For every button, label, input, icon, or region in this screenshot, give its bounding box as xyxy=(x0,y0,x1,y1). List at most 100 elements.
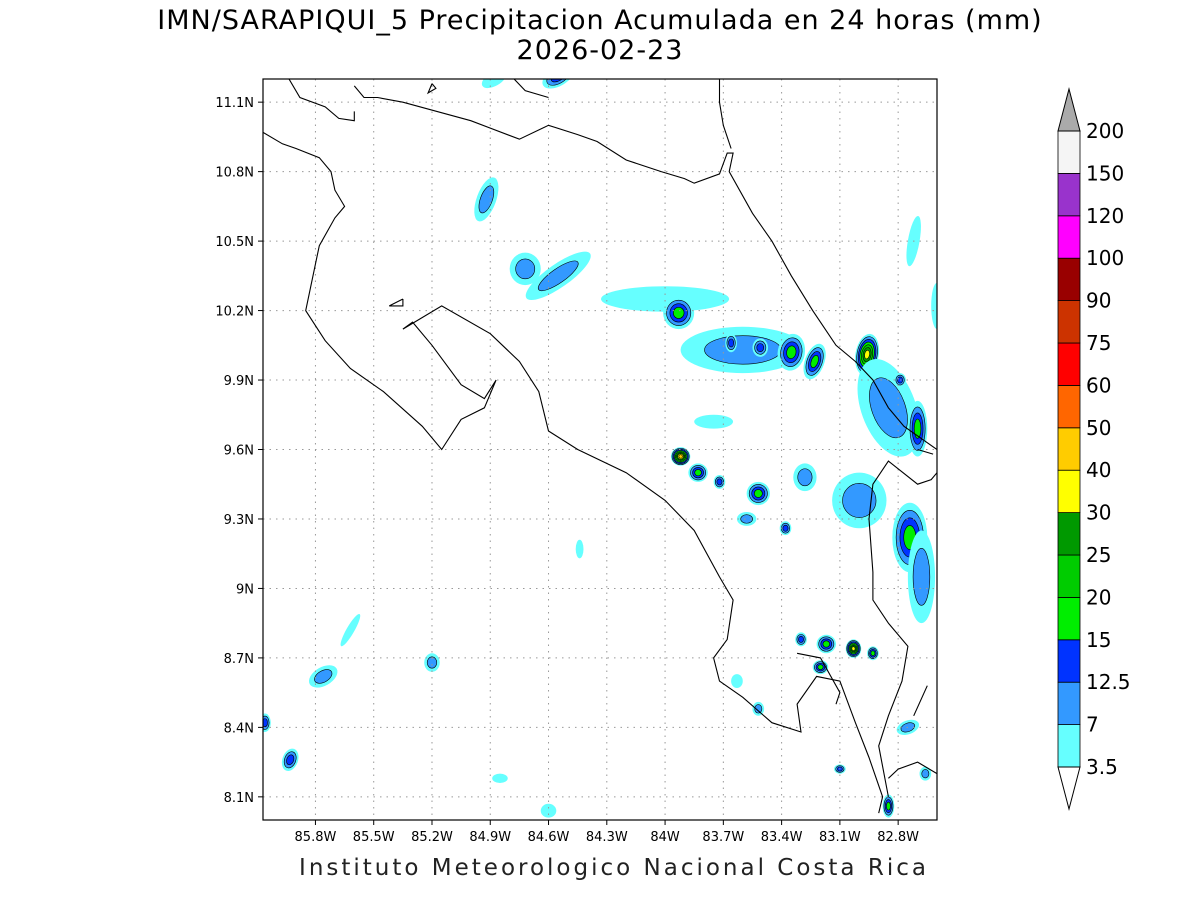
precip-band xyxy=(340,613,361,647)
colorbar-level-label: 25 xyxy=(1086,543,1111,567)
colorbar-level-label: 120 xyxy=(1086,204,1124,228)
coastline xyxy=(389,298,404,307)
precip-cell xyxy=(752,701,765,716)
lat-tick-label: 9.6N xyxy=(224,444,254,459)
precip-band xyxy=(912,548,931,606)
colorbar-bin xyxy=(1057,724,1081,768)
precip-band xyxy=(728,338,734,348)
precip-band xyxy=(540,803,557,818)
colorbar-level-label: 75 xyxy=(1086,331,1111,355)
colorbar-bin xyxy=(1057,342,1081,386)
lat-tick-label: 10.8N xyxy=(215,166,254,181)
precip-band xyxy=(314,669,333,684)
precip-band xyxy=(481,79,507,89)
precip-cell xyxy=(882,794,895,818)
coastline xyxy=(888,761,937,779)
colorbar-bin xyxy=(1057,427,1081,471)
colorbar-level-label: 100 xyxy=(1086,246,1124,270)
precip-band xyxy=(797,468,813,487)
colorbar-bin xyxy=(1057,172,1081,217)
precip-band xyxy=(931,282,937,330)
lat-tick-label: 11.1N xyxy=(215,96,254,111)
precip-band xyxy=(716,478,723,486)
coastline xyxy=(288,79,355,122)
precip-band xyxy=(575,539,584,559)
coastline xyxy=(796,652,841,705)
precip-cell xyxy=(816,634,836,654)
precip-cell xyxy=(492,773,508,783)
lat-tick-label: 8.4N xyxy=(224,721,254,736)
precip-cell xyxy=(688,463,708,482)
precip-cell xyxy=(867,646,879,661)
colorbar-level-label: 3.5 xyxy=(1086,755,1118,779)
precip-band xyxy=(740,514,753,524)
precip-band xyxy=(886,801,891,811)
precip-band xyxy=(600,286,730,312)
precip-band xyxy=(426,656,438,669)
precip-band xyxy=(492,773,508,783)
colorbar-bin xyxy=(1057,512,1081,556)
precip-cell xyxy=(731,674,743,689)
precip-band xyxy=(842,483,877,518)
precip-cell xyxy=(670,447,691,466)
colorbar-bin xyxy=(1057,384,1081,429)
precip-band xyxy=(694,469,702,477)
precip-cell xyxy=(308,665,338,688)
colorbar-min-arrow xyxy=(1057,766,1081,811)
coastline xyxy=(353,85,937,450)
lon-tick-label: 83.4W xyxy=(761,830,803,845)
precip-cell xyxy=(894,373,906,387)
colorbar-bin xyxy=(1057,469,1081,514)
map-date: 2026-02-23 xyxy=(516,35,684,66)
coastline xyxy=(513,79,549,99)
precip-band xyxy=(542,79,575,89)
lon-tick-label: 82.8W xyxy=(877,830,919,845)
precip-cell xyxy=(474,177,499,222)
precip-cell xyxy=(746,481,770,506)
precip-cell xyxy=(540,803,557,818)
precip-cell xyxy=(777,333,806,371)
lat-tick-label: 9.3N xyxy=(224,513,254,528)
colorbar-level-label: 150 xyxy=(1086,161,1124,185)
precip-band xyxy=(263,718,268,728)
precip-cell xyxy=(694,414,734,429)
precip-cell xyxy=(663,296,695,330)
precip-band xyxy=(672,306,685,319)
precip-cell xyxy=(812,660,829,675)
coastline xyxy=(913,685,928,717)
precip-cell xyxy=(779,521,792,536)
lon-tick-label: 85.2W xyxy=(411,830,453,845)
map-title: IMN/SARAPIQUI_5 Precipitacion Acumulada … xyxy=(157,5,1043,36)
colorbar-bin xyxy=(1057,215,1081,259)
precip-band xyxy=(786,345,797,359)
precip-band xyxy=(798,635,804,643)
lat-tick-label: 9N xyxy=(236,582,254,597)
colorbar-bin xyxy=(1057,257,1081,302)
precipitation-layer xyxy=(263,79,937,818)
precip-band xyxy=(921,769,930,779)
precip-band xyxy=(817,664,824,670)
lon-tick-label: 84W xyxy=(650,830,680,845)
coastline-layer xyxy=(263,79,937,814)
colorbar-level-label: 50 xyxy=(1086,416,1111,440)
precip-band xyxy=(851,646,856,651)
precip-cell xyxy=(752,338,769,357)
precip-cell xyxy=(509,252,541,286)
precip-cell xyxy=(907,530,936,624)
colorbar-level-label: 15 xyxy=(1086,628,1111,652)
institution-footer: Instituto Meteorologico Nacional Costa R… xyxy=(299,855,929,881)
precip-cell xyxy=(736,512,757,526)
precip-cell xyxy=(795,632,807,647)
precip-cell xyxy=(793,463,817,492)
precip-cell xyxy=(713,474,726,489)
colorbar-level-label: 90 xyxy=(1086,289,1111,313)
colorbar-level-label: 40 xyxy=(1086,458,1111,482)
coastline xyxy=(263,131,884,814)
lon-tick-label: 84.9W xyxy=(469,830,511,845)
precip-band xyxy=(810,355,819,368)
precip-band xyxy=(694,414,734,429)
colorbar-level-label: 60 xyxy=(1086,373,1111,397)
precip-cell xyxy=(481,79,507,89)
graticule xyxy=(263,79,937,820)
lon-tick-label: 85.5W xyxy=(353,830,395,845)
